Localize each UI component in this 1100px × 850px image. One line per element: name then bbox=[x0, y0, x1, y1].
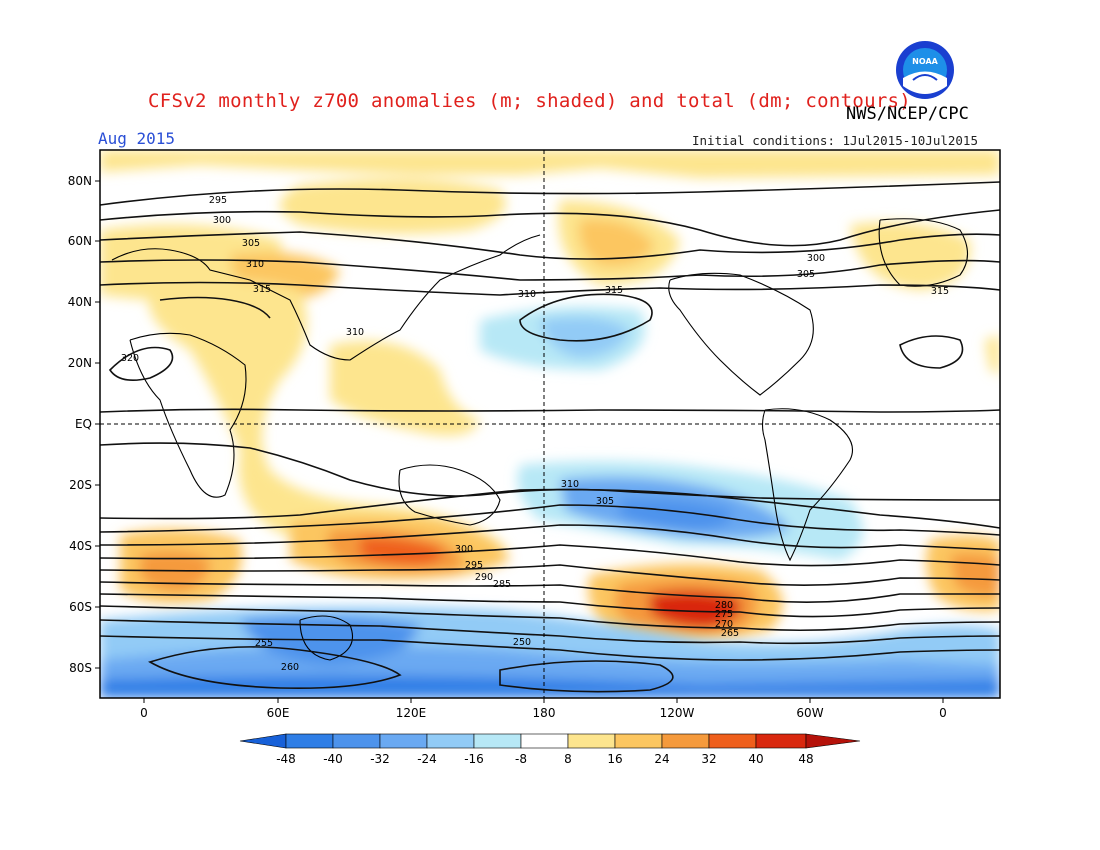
lat-label: 60N bbox=[67, 234, 92, 248]
map-title: CFSv2 monthly z700 anomalies (m; shaded)… bbox=[148, 90, 912, 112]
contour-label: 250 bbox=[513, 637, 531, 648]
lat-label: 40S bbox=[69, 539, 92, 553]
contour-label: 310 bbox=[561, 479, 579, 490]
forecast-month: Aug 2015 bbox=[98, 129, 176, 148]
colorbar-label: 40 bbox=[748, 752, 764, 766]
colorbar bbox=[239, 733, 861, 749]
colorbar-swatch bbox=[805, 733, 861, 749]
lon-label: 180 bbox=[532, 706, 556, 720]
colorbar-swatch bbox=[520, 733, 569, 749]
colorbar-label: -40 bbox=[323, 752, 343, 766]
colorbar-swatch bbox=[379, 733, 428, 749]
colorbar-label: 8 bbox=[564, 752, 572, 766]
positive-anomaly-shading bbox=[100, 150, 1000, 644]
contour-label: 310 bbox=[246, 259, 264, 270]
contour-label: 275 bbox=[715, 609, 733, 620]
contour-label: 285 bbox=[493, 579, 511, 590]
axis-ticks bbox=[95, 180, 944, 703]
colorbar-swatch bbox=[755, 733, 807, 749]
lon-label: 120E bbox=[395, 706, 427, 720]
lon-label: 60W bbox=[796, 706, 824, 720]
svg-text:NOAA: NOAA bbox=[912, 57, 938, 66]
agency-label: NWS/NCEP/CPC bbox=[846, 104, 969, 124]
colorbar-swatch bbox=[285, 733, 334, 749]
lon-label: 60E bbox=[266, 706, 290, 720]
colorbar-swatch bbox=[473, 733, 522, 749]
contour-label: 315 bbox=[931, 286, 949, 297]
contour-labels: 295 300 305 310 315 320 310 315 300 305 … bbox=[121, 195, 949, 673]
colorbar-label: -48 bbox=[276, 752, 296, 766]
contour-label: 280 bbox=[715, 600, 733, 611]
contour-label: 290 bbox=[475, 572, 493, 583]
colorbar-swatch bbox=[567, 733, 616, 749]
noaa-logo-icon: NOAA bbox=[896, 41, 954, 99]
contour-label: 255 bbox=[255, 638, 273, 649]
height-contours bbox=[100, 181, 1000, 693]
contour-label: 300 bbox=[455, 544, 473, 555]
contour-label: 295 bbox=[465, 560, 483, 571]
contour-label: 295 bbox=[209, 195, 227, 206]
colorbar-label: -16 bbox=[464, 752, 484, 766]
lon-label: 0 bbox=[140, 706, 148, 720]
negative-anomaly-shading bbox=[100, 306, 1000, 698]
lat-label: EQ bbox=[74, 417, 92, 431]
lat-label: 80S bbox=[69, 661, 92, 675]
lat-label: 40N bbox=[67, 295, 92, 309]
initial-conditions: Initial conditions: 1Jul2015-10Jul2015 bbox=[692, 133, 978, 148]
contour-label: 300 bbox=[807, 253, 825, 264]
lat-label: 20S bbox=[69, 478, 92, 492]
contour-label: 315 bbox=[253, 284, 271, 295]
colorbar-label: -32 bbox=[370, 752, 390, 766]
contour-label: 315 bbox=[605, 285, 623, 296]
contour-label: 305 bbox=[596, 496, 614, 507]
colorbar-label: -24 bbox=[417, 752, 437, 766]
contour-label: 270 bbox=[715, 619, 733, 630]
contour-label: 260 bbox=[281, 662, 299, 673]
colorbar-swatch bbox=[332, 733, 381, 749]
colorbar-swatch bbox=[426, 733, 475, 749]
colorbar-label: -8 bbox=[515, 752, 527, 766]
contour-label: 265 bbox=[721, 628, 739, 639]
lat-label: 20N bbox=[67, 356, 92, 370]
contour-label: 305 bbox=[797, 269, 815, 280]
lat-label: 80N bbox=[67, 174, 92, 188]
contour-label: 310 bbox=[346, 327, 364, 338]
colorbar-swatch bbox=[614, 733, 663, 749]
contour-label: 320 bbox=[121, 353, 139, 364]
colorbar-swatch bbox=[661, 733, 710, 749]
contour-label: 305 bbox=[242, 238, 260, 249]
colorbar-label: 32 bbox=[701, 752, 717, 766]
contour-label: 310 bbox=[518, 289, 536, 300]
colorbar-swatch bbox=[708, 733, 757, 749]
contour-label: 300 bbox=[213, 215, 231, 226]
colorbar-label: 48 bbox=[798, 752, 814, 766]
colorbar-swatch bbox=[239, 733, 287, 749]
lon-label: 120W bbox=[659, 706, 695, 720]
colorbar-label: 24 bbox=[654, 752, 670, 766]
lon-label: 0 bbox=[939, 706, 947, 720]
colorbar-label: 16 bbox=[607, 752, 623, 766]
lat-label: 60S bbox=[69, 600, 92, 614]
